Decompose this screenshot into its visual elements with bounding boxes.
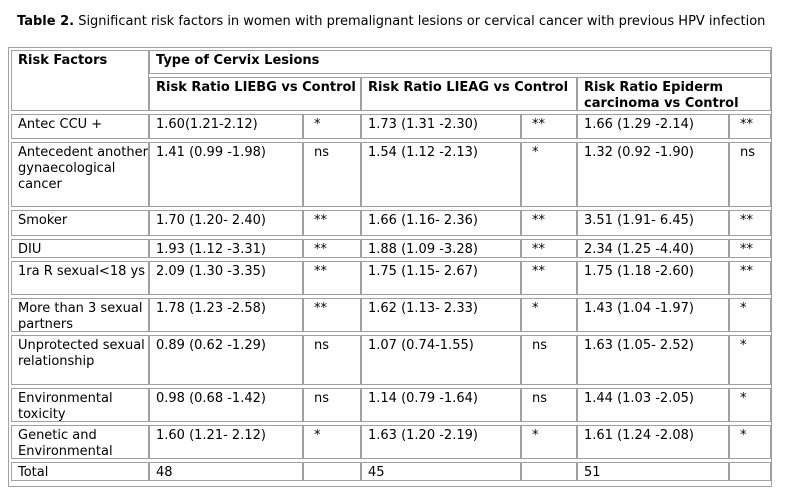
row-factor-cell: DIU [11, 239, 149, 258]
carcinoma-significance-cell: * [729, 425, 771, 459]
liebg-ratio-cell: 1.93 (1.12 -3.31) [149, 239, 303, 258]
header-risk-factors: Risk Factors [11, 50, 149, 111]
carcinoma-ratio-cell: 1.44 (1.03 -2.05) [577, 388, 729, 422]
row-factor-cell: Smoker [11, 210, 149, 236]
table-frame [8, 47, 772, 487]
header-lieag: Risk Ratio LIEAG vs Control [361, 77, 577, 111]
row-factor-cell: Environmental toxicity [11, 388, 149, 422]
liebg-significance-cell: ** [303, 298, 361, 332]
lieag-ratio-cell: 1.07 (0.74-1.55) [361, 335, 521, 385]
lieag-significance-cell: ns [521, 335, 577, 385]
liebg-significance-cell: ** [303, 210, 361, 236]
liebg-significance-cell: * [303, 114, 361, 139]
lieag-significance-cell: * [521, 142, 577, 207]
table-caption: Table 2. Significant risk factors in wom… [17, 14, 765, 29]
liebg-ratio-cell: 0.89 (0.62 -1.29) [149, 335, 303, 385]
lieag-significance-cell: ns [521, 388, 577, 422]
lieag-ratio-cell: 1.62 (1.13- 2.33) [361, 298, 521, 332]
carcinoma-significance-cell: ** [729, 114, 771, 139]
liebg-significance-cell: ** [303, 261, 361, 295]
lieag-ratio-cell: 1.73 (1.31 -2.30) [361, 114, 521, 139]
header-liebg: Risk Ratio LIEBG vs Control [149, 77, 361, 111]
liebg-ratio-cell: 48 [149, 462, 303, 481]
carcinoma-ratio-cell: 1.43 (1.04 -1.97) [577, 298, 729, 332]
lieag-significance-cell: ** [521, 210, 577, 236]
row-factor-cell: 1ra R sexual<18 ys [11, 261, 149, 295]
lieag-significance-cell: * [521, 425, 577, 459]
lieag-significance-cell: ** [521, 261, 577, 295]
lieag-ratio-cell: 1.54 (1.12 -2.13) [361, 142, 521, 207]
header-lesion-type: Type of Cervix Lesions [149, 50, 771, 74]
lieag-ratio-cell: 1.88 (1.09 -3.28) [361, 239, 521, 258]
lieag-ratio-cell: 1.75 (1.15- 2.67) [361, 261, 521, 295]
row-factor-cell: Genetic and Environmental [11, 425, 149, 459]
liebg-ratio-cell: 1.70 (1.20- 2.40) [149, 210, 303, 236]
carcinoma-ratio-cell: 51 [577, 462, 729, 481]
carcinoma-ratio-cell: 1.63 (1.05- 2.52) [577, 335, 729, 385]
carcinoma-ratio-cell: 2.34 (1.25 -4.40) [577, 239, 729, 258]
lieag-significance-cell: ** [521, 239, 577, 258]
carcinoma-significance-cell: ** [729, 239, 771, 258]
carcinoma-significance-cell: * [729, 388, 771, 422]
caption-label: Table 2. [17, 14, 75, 29]
lieag-significance-cell: * [521, 298, 577, 332]
lieag-ratio-cell: 1.66 (1.16- 2.36) [361, 210, 521, 236]
carcinoma-ratio-cell: 1.61 (1.24 -2.08) [577, 425, 729, 459]
liebg-significance-cell: ** [303, 239, 361, 258]
carcinoma-ratio-cell: 1.75 (1.18 -2.60) [577, 261, 729, 295]
liebg-ratio-cell: 1.78 (1.23 -2.58) [149, 298, 303, 332]
liebg-significance-cell: ns [303, 335, 361, 385]
row-factor-cell: Antec CCU + [11, 114, 149, 139]
caption-text: Significant risk factors in women with p… [74, 14, 766, 29]
liebg-ratio-cell: 1.41 (0.99 -1.98) [149, 142, 303, 207]
liebg-ratio-cell: 1.60(1.21-2.12) [149, 114, 303, 139]
row-factor-cell: More than 3 sexual partners [11, 298, 149, 332]
row-factor-cell: Unprotected sexual relationship [11, 335, 149, 385]
lieag-ratio-cell: 1.63 (1.20 -2.19) [361, 425, 521, 459]
carcinoma-significance-cell: * [729, 335, 771, 385]
row-factor-cell: Antecedent another gynaecological cancer [11, 142, 149, 207]
carcinoma-significance-cell [729, 462, 771, 481]
liebg-significance-cell: * [303, 425, 361, 459]
lieag-significance-cell [521, 462, 577, 481]
lieag-ratio-cell: 45 [361, 462, 521, 481]
lieag-significance-cell: ** [521, 114, 577, 139]
carcinoma-significance-cell: ns [729, 142, 771, 207]
carcinoma-ratio-cell: 3.51 (1.91- 6.45) [577, 210, 729, 236]
liebg-significance-cell [303, 462, 361, 481]
carcinoma-significance-cell: ** [729, 210, 771, 236]
carcinoma-significance-cell: ** [729, 261, 771, 295]
liebg-ratio-cell: 2.09 (1.30 -3.35) [149, 261, 303, 295]
liebg-ratio-cell: 1.60 (1.21- 2.12) [149, 425, 303, 459]
carcinoma-significance-cell: * [729, 298, 771, 332]
row-factor-cell: Total [11, 462, 149, 481]
liebg-significance-cell: ns [303, 388, 361, 422]
carcinoma-ratio-cell: 1.32 (0.92 -1.90) [577, 142, 729, 207]
liebg-significance-cell: ns [303, 142, 361, 207]
liebg-ratio-cell: 0.98 (0.68 -1.42) [149, 388, 303, 422]
lieag-ratio-cell: 1.14 (0.79 -1.64) [361, 388, 521, 422]
carcinoma-ratio-cell: 1.66 (1.29 -2.14) [577, 114, 729, 139]
header-carcinoma: Risk Ratio Epiderm carcinoma vs Control [577, 77, 771, 111]
